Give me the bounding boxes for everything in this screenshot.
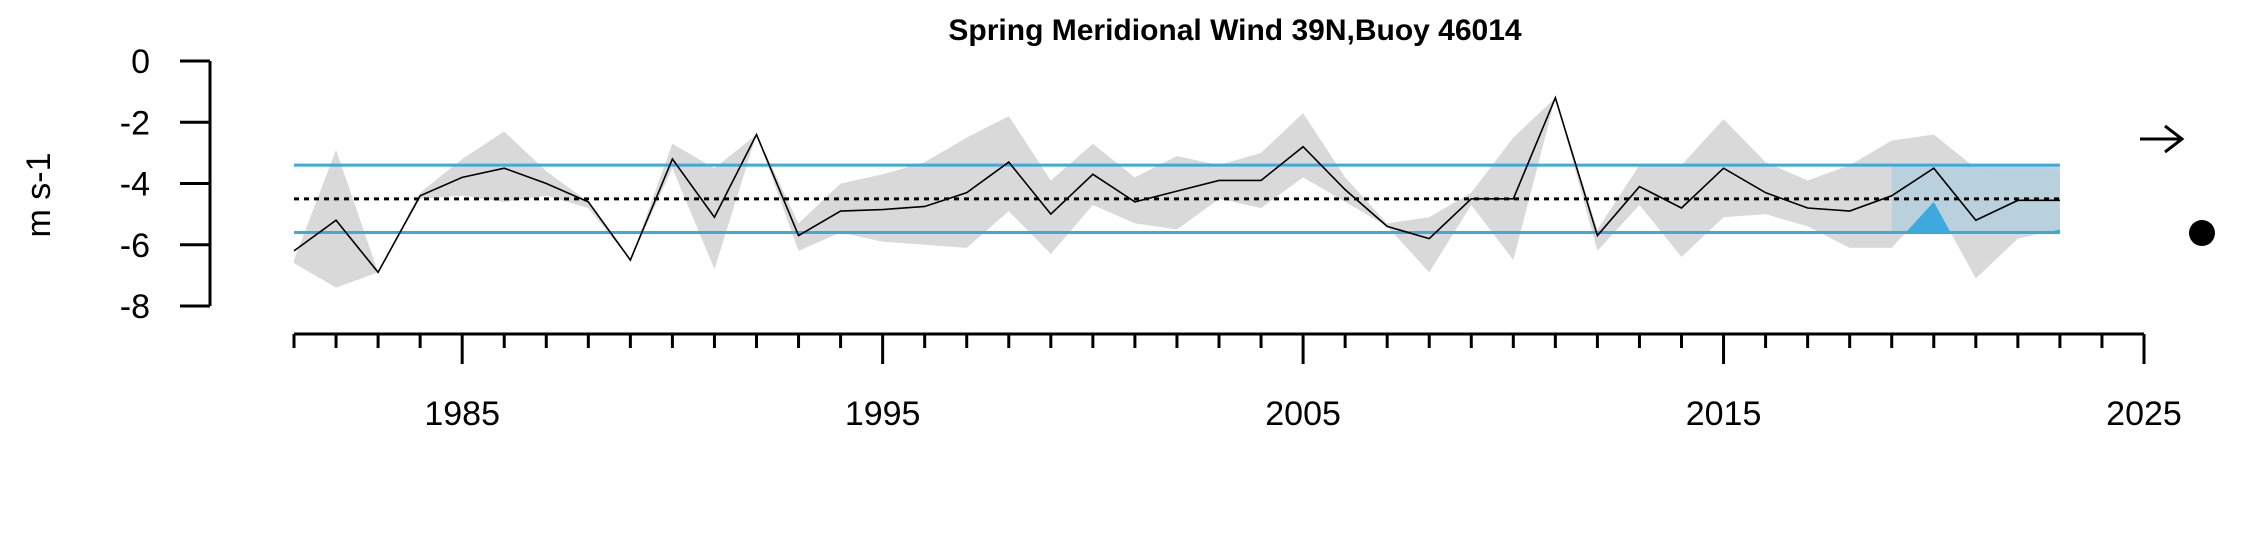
- x-tick-label: 2015: [1686, 395, 1762, 433]
- below-sd-fill: [1905, 201, 2060, 233]
- right-arrow-icon: [2140, 124, 2185, 154]
- x-tick-label: 1995: [845, 395, 921, 433]
- trend-symbols: [2140, 124, 2215, 246]
- filled-circle-icon: [2189, 220, 2215, 246]
- series-line: [293, 95, 2060, 274]
- y-tick-label: -6: [120, 227, 150, 265]
- x-tick-label: 2005: [1265, 395, 1341, 433]
- chart-title: Spring Meridional Wind 39N,Buoy 46014: [948, 14, 1521, 47]
- y-axis: 0 -2 -4 -6 -8: [120, 43, 212, 326]
- plot-area: [293, 95, 2060, 288]
- y-tick-label: -8: [120, 288, 150, 326]
- uncertainty-band: [294, 97, 2060, 288]
- x-axis: 1985 1995 2005 2015 2025: [292, 332, 2182, 433]
- y-tick-label: -2: [120, 104, 150, 142]
- y-tick-label: -4: [120, 166, 150, 204]
- x-tick-label: 2025: [2106, 395, 2182, 433]
- x-tick-label: 1985: [424, 395, 500, 433]
- y-axis-label: m s-1: [20, 153, 58, 238]
- y-tick-label: 0: [131, 43, 150, 81]
